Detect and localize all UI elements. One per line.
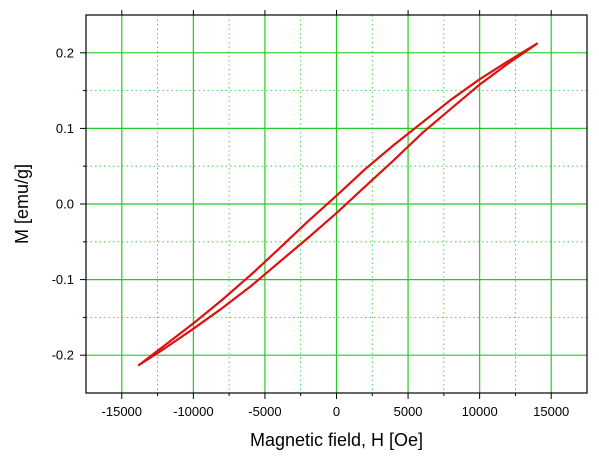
series-layer [137, 42, 539, 367]
x-axis-title: Magnetic field, H [Oe] [250, 430, 423, 450]
x-tick-label: -10000 [173, 404, 213, 419]
y-tick-label: -0.1 [52, 272, 74, 287]
y-axis-ticks: -0.2 -0.1 0.0 0.1 0.2 [52, 45, 86, 363]
y-tick-label: 0.0 [56, 197, 74, 212]
x-tick-label: 5000 [394, 404, 423, 419]
y-tick-label: -0.2 [52, 348, 74, 363]
y-tick-label: 0.1 [56, 121, 74, 136]
x-tick-label: -15000 [102, 404, 142, 419]
y-axis-title: M [emu/g] [12, 164, 32, 244]
x-axis-ticks: -15000 -10000 -5000 0 5000 10000 15000 [102, 10, 569, 419]
x-tick-label: 15000 [533, 404, 569, 419]
x-tick-label: -5000 [248, 404, 281, 419]
x-tick-label: 10000 [462, 404, 498, 419]
series-line-1 [137, 42, 539, 367]
y-tick-label: 0.2 [56, 45, 74, 60]
x-tick-label: 0 [333, 404, 340, 419]
series-line-2 [137, 42, 539, 367]
major-grid [86, 15, 587, 393]
